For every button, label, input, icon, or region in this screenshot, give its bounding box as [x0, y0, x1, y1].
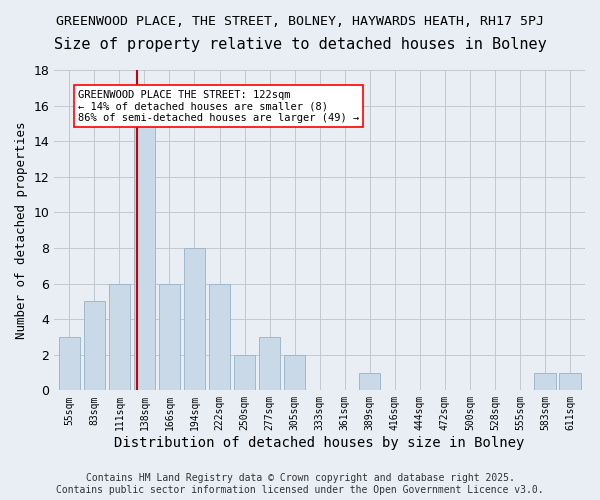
Bar — [84, 302, 105, 390]
Bar — [359, 372, 380, 390]
X-axis label: Distribution of detached houses by size in Bolney: Distribution of detached houses by size … — [115, 436, 525, 450]
Bar — [159, 284, 180, 391]
Bar — [184, 248, 205, 390]
Bar — [234, 354, 255, 390]
Y-axis label: Number of detached properties: Number of detached properties — [15, 122, 28, 339]
Bar — [209, 284, 230, 391]
Text: GREENWOOD PLACE, THE STREET, BOLNEY, HAYWARDS HEATH, RH17 5PJ: GREENWOOD PLACE, THE STREET, BOLNEY, HAY… — [56, 15, 544, 28]
Bar — [284, 354, 305, 390]
Text: GREENWOOD PLACE THE STREET: 122sqm
← 14% of detached houses are smaller (8)
86% : GREENWOOD PLACE THE STREET: 122sqm ← 14%… — [78, 90, 359, 123]
Bar — [134, 124, 155, 390]
Text: Size of property relative to detached houses in Bolney: Size of property relative to detached ho… — [53, 38, 547, 52]
Text: Contains HM Land Registry data © Crown copyright and database right 2025.
Contai: Contains HM Land Registry data © Crown c… — [56, 474, 544, 495]
Bar — [109, 284, 130, 391]
Bar — [535, 372, 556, 390]
Bar — [559, 372, 581, 390]
Bar — [59, 337, 80, 390]
Bar — [259, 337, 280, 390]
